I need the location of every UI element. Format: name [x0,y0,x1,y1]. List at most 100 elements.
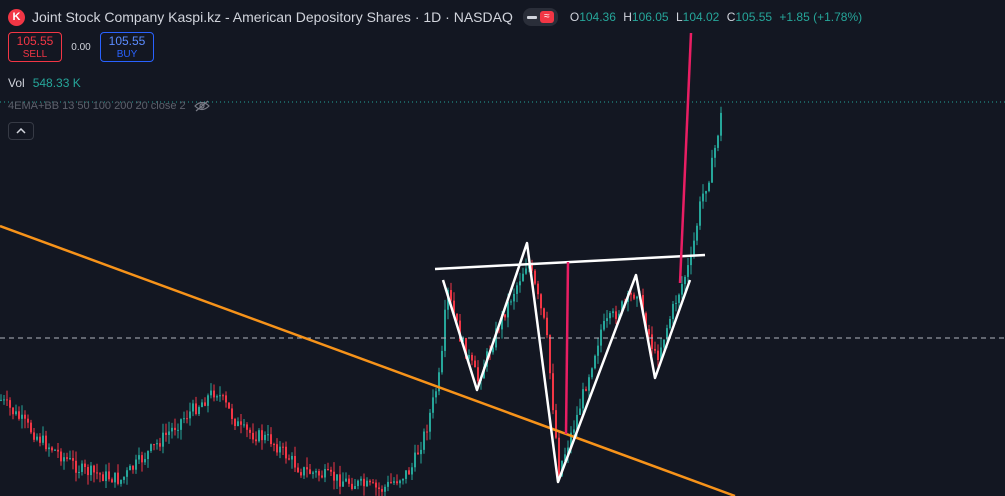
candle-body [30,422,32,433]
volume-legend[interactable]: Vol 548.33 K [8,76,81,90]
candle-body [123,476,125,480]
collapse-legend-button[interactable] [8,122,34,140]
candle-body [360,478,362,481]
candle-body [690,254,692,266]
candle-body [675,302,677,304]
candle-body [321,475,323,478]
candle-body [54,449,56,451]
minus-icon [526,15,537,19]
candle-body [519,281,521,286]
candle-body [240,421,242,425]
candle-body [396,481,398,484]
candle-body [120,479,122,484]
candle-body [402,478,404,481]
candle-body [351,483,353,490]
candle-body [261,430,263,441]
candle-body [144,459,146,463]
low-label: L [675,10,683,24]
candle-body [3,399,5,401]
candle-body [6,399,8,401]
candle-body [468,354,470,359]
candle-body [630,293,632,295]
visibility-toggle[interactable]: ≈ [522,8,558,26]
candle-body [672,303,674,319]
kaspi-logo-icon[interactable]: K [8,8,25,26]
candle-body [153,444,155,446]
candle-body [150,444,152,452]
symbol-title[interactable]: Joint Stock Company Kaspi.kz - American … [32,9,513,25]
candle-body [594,355,596,369]
candle-body [465,337,467,359]
candle-body [312,472,314,474]
candle-body [684,276,686,285]
candle-body [435,391,437,398]
candle-body [348,478,350,484]
candle-body [309,469,311,474]
spread-value: 0.00 [71,41,91,53]
candle-body [411,467,413,475]
candle-body [111,479,113,483]
buy-button[interactable]: 105.55 BUY [100,32,154,62]
candle-body [255,439,257,442]
candle-body [432,397,434,413]
ohlc-values: O104.36 H106.05 L104.02 C105.55 +1.85 (+… [566,10,862,24]
indicator-legend[interactable]: 4EMA+BB 13 50 100 200 20 close 2 [8,100,210,112]
candle-body [603,321,605,330]
sell-label: SELL [22,49,48,60]
candle-body [33,432,35,440]
candle-body [567,447,569,455]
candle-body [576,414,578,430]
eye-crossed-icon[interactable] [193,100,210,112]
candle-body [666,328,668,340]
candle-body [303,467,305,476]
candle-body [423,431,425,450]
candle-body [531,263,533,271]
candle-body [543,308,545,318]
candle-body [42,435,44,443]
candle-body [711,157,713,183]
marker-line-1[interactable] [564,261,570,435]
trade-panel: 105.55 SELL 0.00 105.55 BUY [8,32,154,62]
candle-body [174,427,176,431]
pattern-zigzag[interactable] [441,241,692,484]
candle-body [669,318,671,329]
candle-body [66,457,68,459]
candle-body [105,471,107,482]
candle-body [393,481,395,483]
candle-body [522,273,524,282]
candle-body [720,112,722,136]
candle-body [471,354,473,361]
candle-body [606,318,608,322]
candle-body [9,400,11,408]
candle-body [126,470,128,477]
candle-body [87,467,89,476]
candle-body [276,444,278,453]
candle-body [168,431,170,435]
candle-body [549,335,551,374]
candle-body [69,458,71,460]
candle-body [315,471,317,473]
candle-body [390,481,392,483]
candle-body [90,465,92,476]
candle-body [588,377,590,391]
candle-body [363,478,365,487]
descending-trendline[interactable] [0,224,736,496]
marker-line-2[interactable] [678,32,693,284]
high-value: 106.05 [631,10,669,24]
candle-body [477,367,479,381]
candle-body [540,294,542,309]
candle-body [171,427,173,432]
sell-button[interactable]: 105.55 SELL [8,32,62,62]
candle-body [222,395,224,397]
buy-label: BUY [116,49,138,60]
candle-body [225,395,227,403]
candle-body [516,285,518,294]
neckline[interactable] [434,253,706,271]
candle-body [462,337,464,342]
candle-body [249,429,251,433]
candle-body [504,314,506,318]
candle-body [180,419,182,430]
candle-body [372,482,374,484]
candle-body [189,411,191,419]
